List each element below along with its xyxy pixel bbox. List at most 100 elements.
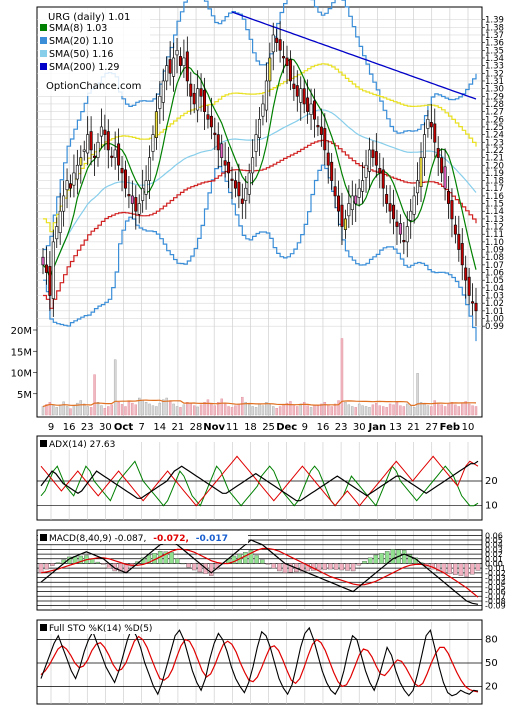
candle-body [251, 157, 255, 174]
x-tick-label: Nov [203, 422, 225, 433]
volume-bar [457, 406, 461, 416]
macd-label: MACD(8,40,9) -0.087, -0.072, -0.017 [49, 534, 228, 544]
price-tick-label: 1.16 [485, 192, 504, 202]
price-tick-label: 1.37 [485, 31, 504, 41]
volume-bar [268, 404, 272, 416]
volume-bar [275, 408, 278, 416]
adx-lines [40, 455, 479, 507]
price-tick-label: 1.28 [485, 100, 504, 110]
volume-bar [203, 402, 206, 416]
candle-body [137, 203, 141, 215]
volume-bar [72, 405, 76, 416]
volume-bar [175, 406, 179, 416]
macd-hist-bar [299, 563, 305, 572]
volume-bar [103, 408, 107, 416]
price-tick-label: 1.23 [485, 138, 504, 148]
legend-swatch [40, 37, 47, 44]
candle-body [271, 34, 275, 53]
volume-bar [162, 399, 165, 416]
volume-bars [41, 338, 478, 416]
volume-bar [62, 401, 65, 416]
volume-tick-label: 20M [11, 326, 32, 337]
candle-body [144, 180, 148, 195]
macd-label-hist: -0.017 [196, 534, 228, 544]
volume-bar [120, 404, 124, 416]
adx-tick-label: 10 [485, 501, 498, 512]
candle-body [175, 50, 179, 56]
adx-label-bg [38, 437, 138, 450]
sto-tick-label: 50 [485, 658, 498, 669]
volume-bar [347, 404, 351, 416]
candle-body [123, 169, 127, 189]
volume-bar [93, 374, 96, 416]
volume-bar [76, 402, 79, 416]
volume-bar [296, 406, 299, 416]
volume-bar [416, 373, 419, 416]
candlesticks [41, 0, 478, 342]
volume-bar [113, 359, 117, 416]
volume-bar [151, 405, 155, 416]
candle-body [264, 80, 268, 111]
legend-swatch [40, 63, 47, 70]
candle-body [419, 157, 423, 188]
candle-body [117, 143, 121, 166]
candle-body [333, 186, 337, 197]
candle-body [409, 210, 413, 221]
candle-body [93, 155, 97, 158]
price-tick-label: 1.13 [485, 215, 504, 225]
x-tick-label: Jan [368, 422, 387, 433]
price-tick-label: 1.20 [485, 161, 504, 171]
price-tick-label: 1.19 [485, 169, 504, 179]
volume-bar [69, 408, 72, 416]
volume-bar [378, 405, 382, 416]
volume-bar [450, 402, 454, 416]
volume-bar [65, 406, 69, 416]
price-tick-label: 1.12 [485, 223, 504, 233]
candle-body [457, 233, 461, 250]
candle-body [433, 123, 437, 143]
legend: URG (daily) 1.01 SMA(8) 1.03 SMA(20) 1.10… [38, 8, 150, 96]
candle-body [340, 204, 344, 227]
candle-body [62, 195, 66, 212]
macd-hist-bar [186, 563, 191, 568]
volume-bar [244, 402, 247, 416]
candle-body [89, 131, 93, 151]
volume-bar [48, 402, 52, 416]
price-tick-label: 1.10 [485, 238, 504, 248]
macd-hist-bar [163, 551, 169, 564]
watermark: OptionChance.com [46, 81, 141, 92]
volume-bar [306, 405, 309, 416]
volume-bar [447, 403, 450, 416]
macd-tick-label: -0.06 [485, 588, 506, 597]
macd-hist-bar [118, 563, 123, 572]
macd-hist-bar [191, 563, 197, 571]
volume-bar [220, 398, 223, 416]
macd-tick-label: 0.00 [485, 559, 503, 568]
candle-body [130, 195, 134, 204]
volume-bar [385, 407, 388, 416]
macd-hist-bar [356, 563, 362, 566]
candle-body [199, 88, 203, 97]
x-tick-label: 10 [462, 422, 475, 433]
x-tick-label: 11 [226, 422, 239, 433]
macd-tick-label: 0.06 [485, 531, 503, 540]
candle-body [312, 100, 316, 120]
volume-bar [241, 396, 244, 416]
candle-body [44, 264, 48, 273]
candle-body [237, 181, 241, 197]
candle-body [378, 168, 382, 174]
candle-body [302, 88, 306, 105]
candle-body [364, 164, 368, 178]
sto-label-bg [38, 621, 173, 634]
volume-bar [323, 402, 327, 416]
volume-bar [388, 403, 392, 416]
macd-tick-label: 0.04 [485, 541, 503, 550]
red-band-line [43, 139, 477, 309]
candle-body [316, 125, 320, 128]
volume-bar [168, 400, 172, 416]
volume-bar [292, 404, 296, 416]
macd-hist-bar [305, 563, 310, 572]
x-tick-label: 18 [244, 422, 257, 433]
volume-bar [127, 401, 131, 416]
volume-bar [196, 406, 199, 416]
